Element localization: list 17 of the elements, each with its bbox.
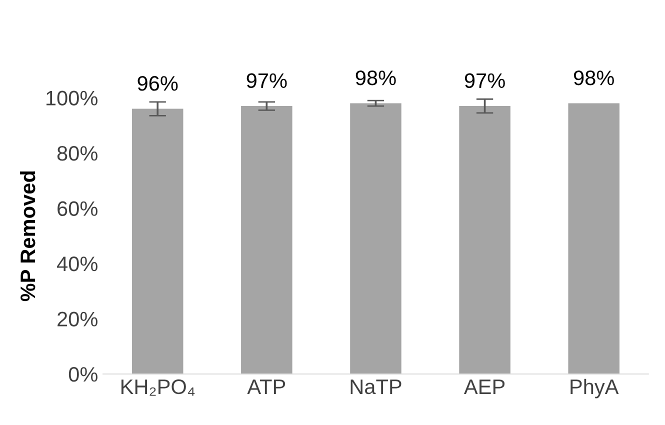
data-label: 98% [356, 70, 396, 86]
data-label: 97% [246, 73, 287, 88]
y-axis-title: %P Removed [20, 171, 36, 302]
y-tick-label: 80% [57, 146, 98, 161]
x-tick-label: PhyA [570, 378, 619, 398]
data-label: 96% [138, 76, 178, 91]
x-tick-label: KH₂PO₄ [121, 379, 195, 396]
data-label: 97% [464, 73, 505, 88]
x-tick-label: ATP [247, 380, 286, 394]
y-tick-label: 0% [68, 367, 98, 382]
data-label: 98% [574, 70, 614, 86]
y-tick-label: 20% [58, 312, 98, 327]
y-tick-label: 100% [46, 90, 98, 106]
y-tick-label: 60% [58, 201, 98, 216]
y-tick-label: 40% [56, 256, 98, 272]
x-tick-label: NaTP [350, 380, 402, 394]
x-tick-label: AEP [464, 380, 505, 394]
